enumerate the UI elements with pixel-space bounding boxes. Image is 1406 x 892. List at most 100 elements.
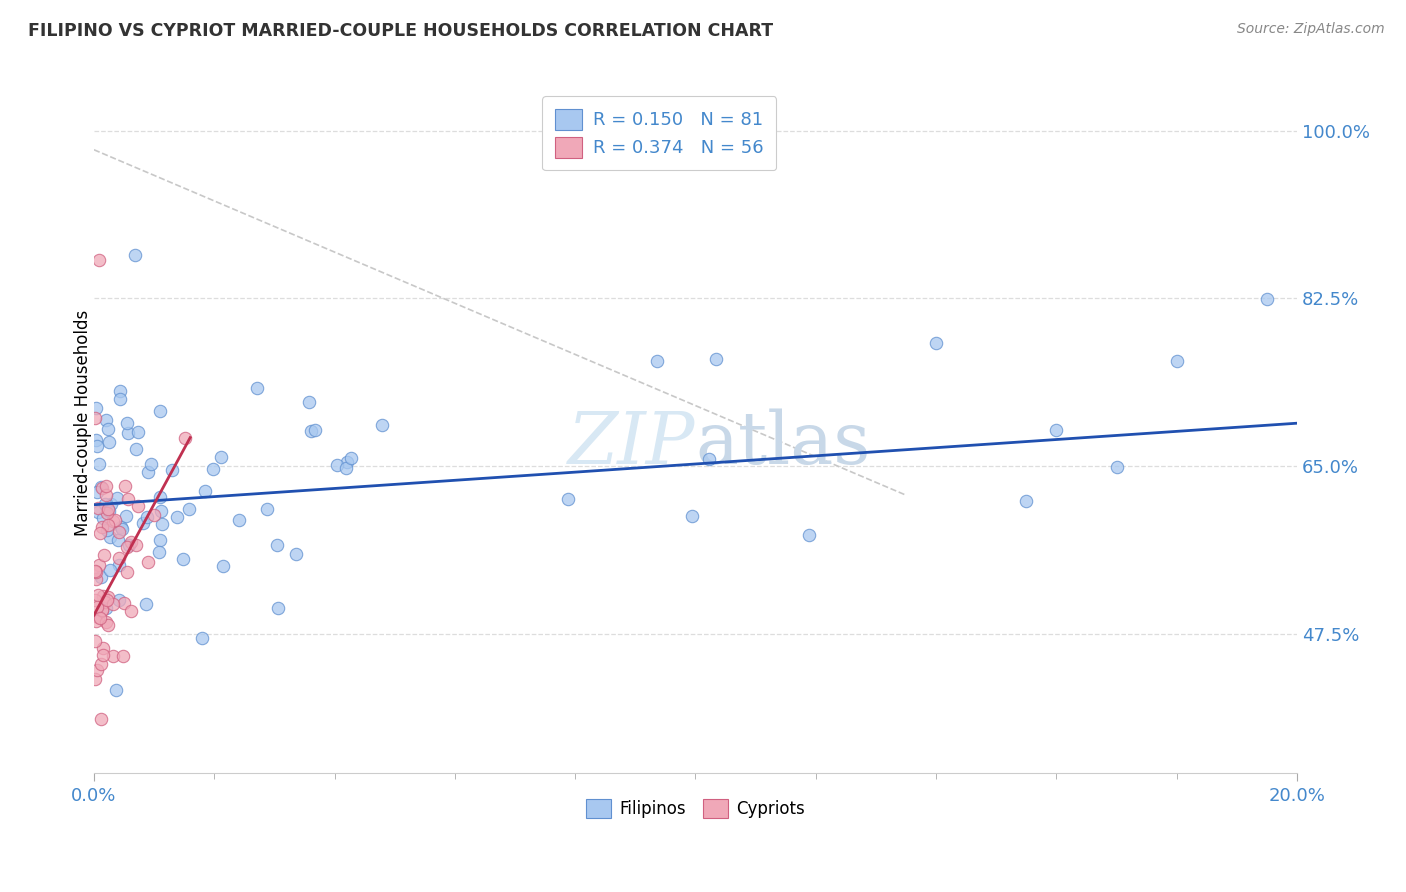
Point: [87, 506, 110, 520]
Point: [114, 479, 136, 493]
Point: [86, 485, 108, 500]
Point: [110, 519, 132, 533]
Point: [117, 491, 139, 506]
Point: [115, 416, 138, 430]
Point: [209, 450, 232, 464]
Point: [96, 593, 118, 607]
Point: [93, 548, 115, 562]
Point: [90, 712, 112, 726]
Point: [107, 533, 129, 547]
Point: [149, 490, 172, 504]
Point: [139, 457, 162, 471]
Point: [162, 463, 184, 477]
Point: [190, 632, 212, 646]
Point: [87, 253, 110, 268]
Point: [150, 504, 173, 518]
Point: [86, 663, 108, 677]
Point: [93, 590, 115, 604]
Point: [84, 615, 107, 629]
Point: [86, 439, 108, 453]
Point: [115, 540, 138, 554]
Point: [84, 633, 107, 648]
Point: [335, 460, 357, 475]
Point: [90, 570, 112, 584]
Point: [89, 526, 111, 541]
Point: [84, 593, 107, 607]
Point: [117, 426, 139, 441]
Point: [132, 516, 155, 530]
Point: [97, 434, 120, 449]
Point: [91, 511, 114, 525]
Point: [87, 588, 110, 602]
Point: [84, 572, 107, 586]
Point: [228, 513, 250, 527]
Point: [98, 530, 121, 544]
Point: [267, 601, 290, 615]
Point: [94, 497, 117, 511]
Point: [297, 395, 319, 409]
Point: [177, 501, 200, 516]
Point: [98, 563, 121, 577]
Point: [925, 336, 948, 351]
Point: [104, 682, 127, 697]
Point: [91, 648, 114, 662]
Point: [173, 431, 195, 445]
Point: [127, 500, 149, 514]
Point: [112, 648, 135, 663]
Point: [135, 510, 157, 524]
Point: [135, 597, 157, 611]
Point: [91, 481, 114, 495]
Text: atlas: atlas: [696, 409, 870, 480]
Point: [86, 401, 108, 416]
Point: [94, 594, 117, 608]
Point: [90, 603, 112, 617]
Point: [125, 442, 148, 456]
Point: [682, 508, 704, 523]
Point: [339, 451, 361, 466]
Point: [86, 610, 108, 624]
Point: [1105, 460, 1128, 475]
Point: [117, 565, 139, 579]
Point: [84, 410, 107, 425]
Point: [118, 538, 141, 552]
Point: [1045, 423, 1067, 437]
Point: [124, 538, 146, 552]
Point: [112, 596, 135, 610]
Point: [104, 513, 127, 527]
Point: [86, 599, 108, 614]
Point: [1166, 354, 1188, 368]
Point: [124, 247, 146, 261]
Point: [704, 351, 727, 366]
Point: [87, 558, 110, 572]
Point: [84, 565, 107, 579]
Point: [107, 525, 129, 540]
Point: [1256, 292, 1278, 306]
Point: [108, 593, 131, 607]
Point: [114, 509, 136, 524]
Point: [94, 479, 117, 493]
Point: [150, 517, 173, 532]
Point: [96, 523, 118, 537]
Point: [90, 480, 112, 494]
Point: [212, 559, 235, 574]
Point: [371, 417, 394, 432]
Y-axis label: Married-couple Households: Married-couple Households: [75, 310, 91, 536]
Point: [266, 538, 288, 552]
Point: [557, 491, 579, 506]
Point: [326, 458, 349, 472]
Point: [97, 618, 120, 632]
Text: ZIP: ZIP: [568, 409, 696, 480]
Point: [299, 424, 322, 438]
Point: [101, 648, 124, 663]
Point: [96, 591, 118, 605]
Legend: Filipinos, Cypriots: Filipinos, Cypriots: [579, 792, 811, 824]
Point: [127, 425, 149, 439]
Text: FILIPINO VS CYPRIOT MARRIED-COUPLE HOUSEHOLDS CORRELATION CHART: FILIPINO VS CYPRIOT MARRIED-COUPLE HOUSE…: [28, 22, 773, 40]
Point: [90, 603, 112, 617]
Point: [148, 545, 170, 559]
Point: [101, 597, 124, 611]
Point: [136, 465, 159, 479]
Point: [96, 413, 118, 427]
Point: [105, 491, 128, 505]
Point: [94, 488, 117, 502]
